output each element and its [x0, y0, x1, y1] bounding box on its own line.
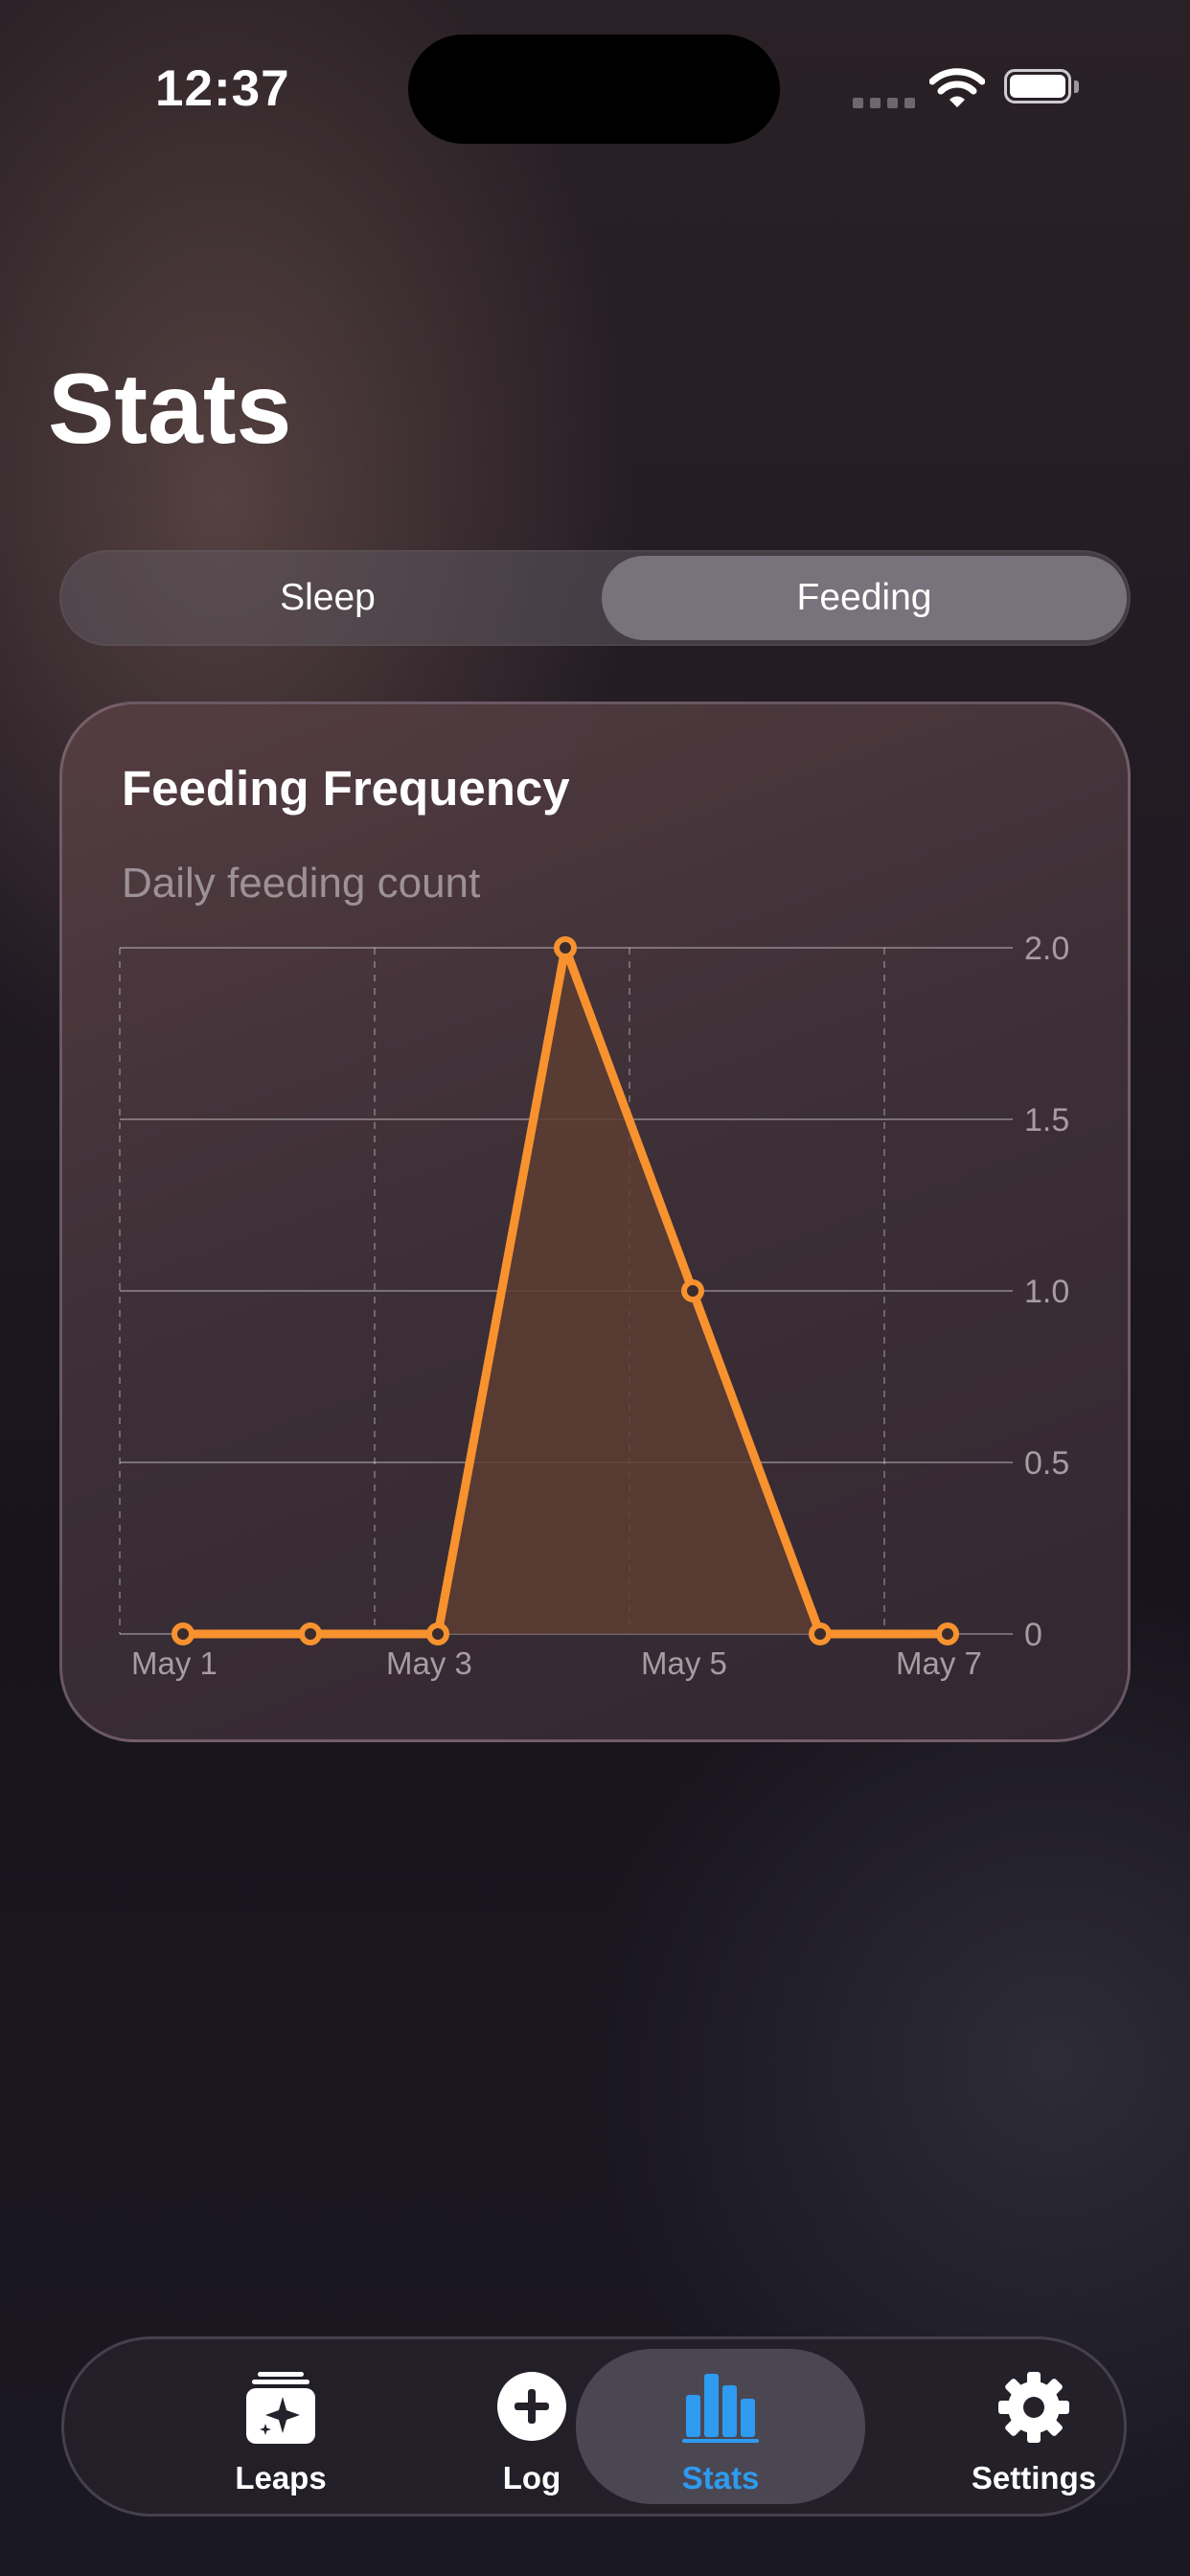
status-time: 12:37 — [155, 60, 290, 117]
tab-settings[interactable]: Settings — [909, 2339, 1158, 2514]
tab-bar: Leaps Log Stats — [61, 2336, 1127, 2517]
data-point — [299, 1622, 322, 1645]
bar-chart-icon — [682, 2374, 759, 2443]
leaps-icon — [246, 2372, 315, 2444]
gear-icon — [998, 2372, 1069, 2443]
wifi-icon — [929, 68, 985, 107]
plus-circle-icon — [497, 2372, 566, 2441]
tab-leaps-label: Leaps — [235, 2460, 327, 2496]
page-title: Stats — [48, 354, 292, 465]
y-tick-label: 0.5 — [1024, 1445, 1069, 1482]
dynamic-island — [408, 34, 780, 144]
data-point — [681, 1279, 704, 1302]
x-tick-label: May 3 — [386, 1645, 472, 1681]
data-point — [172, 1622, 195, 1645]
y-tick-label: 0 — [1024, 1617, 1042, 1653]
y-tick-label: 1.0 — [1024, 1274, 1069, 1310]
card-title: Feeding Frequency — [122, 761, 570, 816]
y-tick-label: 1.5 — [1024, 1102, 1069, 1138]
cellular-signal-icon — [853, 98, 915, 108]
tab-log-label: Log — [502, 2460, 561, 2496]
x-tick-label: May 1 — [131, 1645, 217, 1681]
data-point — [426, 1622, 449, 1645]
tab-stats[interactable]: Stats — [576, 2349, 865, 2504]
segment-sleep[interactable]: Sleep — [280, 577, 376, 618]
data-point — [554, 936, 577, 959]
y-tick-label: 2.0 — [1024, 931, 1069, 967]
tab-leaps[interactable]: Leaps — [156, 2339, 405, 2514]
segmented-control: Sleep Feeding — [59, 550, 1131, 646]
x-tick-label: May 7 — [896, 1645, 982, 1681]
status-bar: 12:37 — [0, 0, 1190, 182]
tab-settings-label: Settings — [971, 2460, 1097, 2496]
card-subtitle: Daily feeding count — [122, 860, 481, 907]
tab-stats-label: Stats — [681, 2460, 760, 2496]
battery-icon — [1004, 69, 1081, 107]
data-point — [936, 1622, 959, 1645]
tab-log[interactable]: Log — [407, 2339, 656, 2514]
segment-feeding[interactable]: Feeding — [602, 556, 1127, 640]
x-tick-label: May 5 — [641, 1645, 727, 1681]
data-point — [809, 1622, 832, 1645]
feeding-chart: 0 0.5 1.0 1.5 2.0 May 1 May 3 May 5 May 7 — [119, 931, 1069, 1681]
